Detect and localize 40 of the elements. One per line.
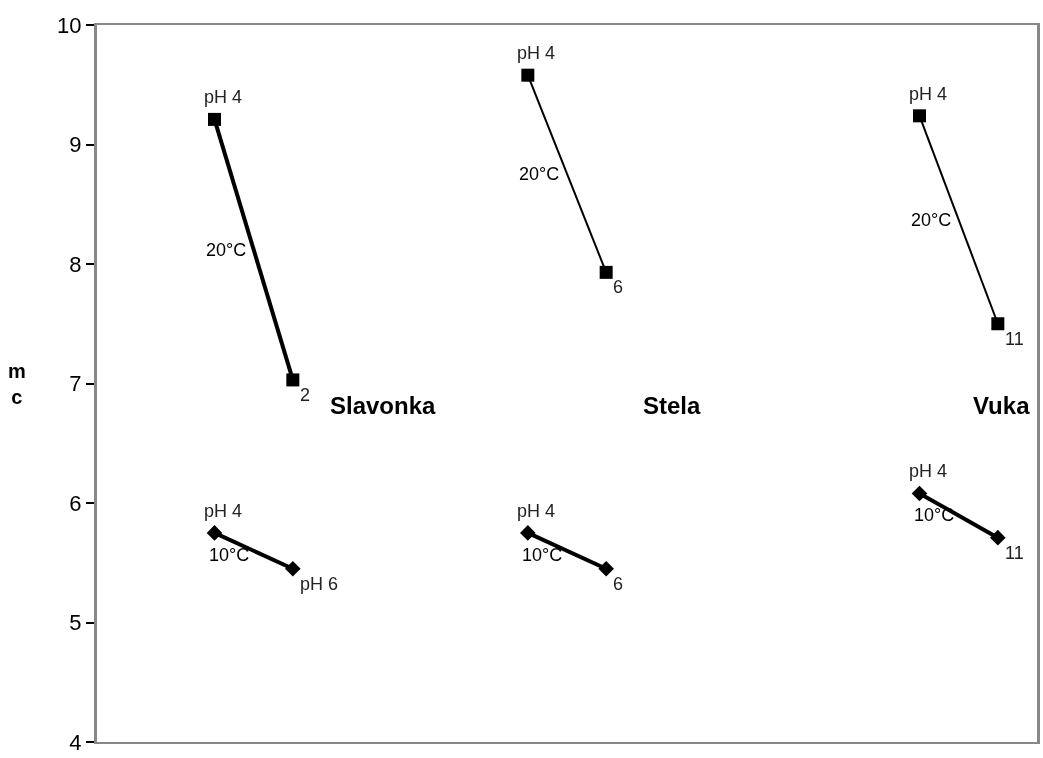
annotation: 11 [1005, 543, 1024, 563]
y-axis-title: mc [8, 360, 26, 408]
annotation: pH 4 [909, 461, 948, 481]
series-label: 20°C [519, 164, 560, 184]
annotation: Vuka [973, 392, 1031, 419]
y-tick-label: 10 [57, 12, 82, 38]
point [286, 373, 300, 387]
annotation: pH 4 [517, 501, 556, 521]
annotation: 6 [613, 574, 624, 594]
y-tick-label: 6 [69, 490, 82, 516]
series-label: 20°C [911, 210, 952, 230]
point [598, 560, 614, 577]
point [285, 560, 301, 577]
point [520, 525, 536, 541]
point [206, 525, 223, 541]
y-tick-label: 8 [69, 251, 82, 277]
y-tick-label: 7 [69, 371, 82, 397]
annotation: Slavonka [330, 392, 437, 419]
series-label: 10°C [209, 545, 250, 565]
y-tick-label: 9 [69, 132, 82, 158]
y-tick-label: 4 [69, 729, 82, 755]
point [521, 68, 535, 82]
annotation: 11 [1005, 329, 1024, 349]
annotation: pH 4 [517, 43, 556, 63]
point [913, 109, 926, 123]
annotation: pH 4 [909, 84, 948, 104]
annotation: pH 4 [204, 501, 243, 521]
point [911, 485, 928, 502]
point [990, 529, 1006, 546]
point [991, 317, 1005, 331]
annotation: pH 6 [300, 574, 339, 594]
point [599, 265, 613, 279]
annotation: Stela [643, 392, 702, 419]
annotation: 6 [613, 277, 624, 297]
series-label: 10°C [522, 545, 563, 565]
annotation: pH 4 [204, 87, 243, 107]
y-tick-label: 5 [69, 610, 82, 636]
annotation: 2 [300, 385, 311, 405]
series-label: 20°C [206, 240, 247, 260]
point [208, 112, 221, 126]
